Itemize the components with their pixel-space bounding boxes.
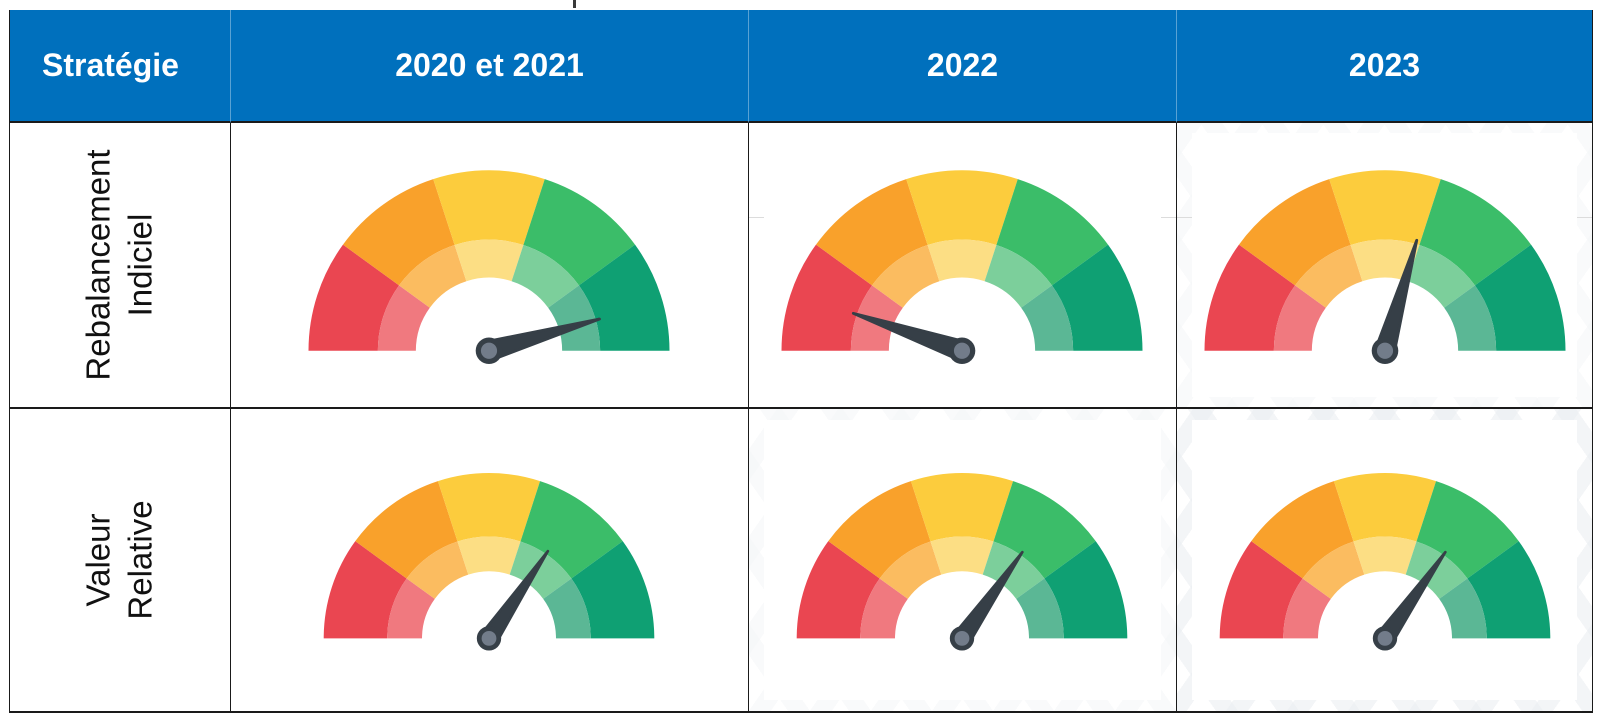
strategy-gauge-table: Stratégie 2020 et 2021 2022 2023 Rebalan…	[9, 10, 1593, 713]
header-col-2023: 2023	[1177, 10, 1593, 123]
header-col-2022: 2022	[749, 10, 1177, 123]
gauge-cell-rebalancement-2020-2021	[231, 123, 749, 409]
gauge-cell-valeur-2023	[1177, 409, 1593, 713]
rotated-row-label: Valeur Relative	[79, 500, 159, 620]
gauge-card	[763, 132, 1162, 398]
gauge-rebalancement-2022	[772, 156, 1152, 375]
header-label: 2022	[926, 47, 999, 83]
header-label: 2023	[1348, 47, 1421, 83]
gauge-cell-valeur-2022	[749, 409, 1177, 713]
header-col-2020-2021: 2020 et 2021	[231, 10, 749, 123]
gauge-card	[1191, 419, 1578, 701]
gauge-card	[249, 132, 730, 398]
gauge-valeur-2022	[788, 460, 1136, 660]
gauge-rebalancement-2020-2021	[299, 156, 679, 375]
gauge-cell-valeur-2020-2021	[231, 409, 749, 713]
gauge-cell-rebalancement-2023	[1177, 123, 1593, 409]
gauge-card	[249, 419, 730, 701]
row-label-valeur-relative: Valeur Relative	[10, 409, 231, 713]
gauge-card	[1191, 132, 1578, 398]
gauge-valeur-2020-2021	[315, 460, 663, 660]
row-label-rebalancement-indiciel: Rebalancement Indiciel	[10, 123, 231, 409]
top-edge-artifact	[573, 0, 576, 8]
rotated-row-label: Rebalancement Indiciel	[80, 149, 159, 381]
gauge-card	[763, 419, 1162, 701]
gauge-rebalancement-2023	[1195, 156, 1575, 375]
header-col-strategie: Stratégie	[10, 10, 231, 123]
header-label: Stratégie	[42, 47, 179, 83]
gauge-cell-rebalancement-2022	[749, 123, 1177, 409]
header-label: 2020 et 2021	[395, 47, 584, 83]
gauge-valeur-2023	[1211, 460, 1559, 660]
